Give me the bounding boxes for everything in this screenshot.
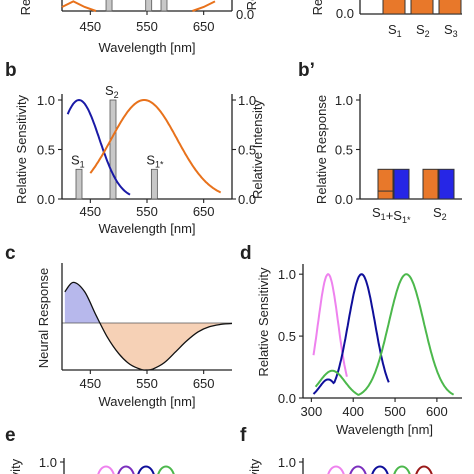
sensitivity-curve-blue <box>66 98 131 196</box>
y-axis-label: ivity <box>8 458 23 474</box>
orange-response-bar <box>377 168 394 200</box>
panel-letter-b-prime: b’ <box>298 60 315 81</box>
orange-response-bar <box>422 168 439 200</box>
y-axis-label-right: Re <box>244 0 259 10</box>
y-tick-label: 1.0 <box>335 93 353 108</box>
y-axis-label: ivity <box>247 458 262 474</box>
y-tick-label-right: 0.0 <box>238 192 256 207</box>
sensitivity-curve-purple <box>349 465 367 474</box>
panel-b: b 0.0 0.0 0.5 0.5 1.0 1.0 450 550 650 Wavelength [… <box>5 60 265 236</box>
stimulus-label: S2 <box>105 83 119 100</box>
y-tick-label: 1.0 <box>278 455 296 470</box>
sensitivity-curve-dark_red <box>415 465 433 474</box>
x-tick-label: 450 <box>79 376 101 391</box>
stimulus-label: S1 <box>71 152 85 169</box>
group-label: S1+S1* <box>372 205 411 225</box>
y-axis-label: Relative Sensitivity <box>256 267 271 377</box>
panel-a-prime: 0.0 Rela S1 S2 S3 <box>310 0 462 39</box>
panel-f: f 1.0 ivity <box>240 425 433 474</box>
y-tick-label: 0.5 <box>335 143 353 158</box>
panel-a: 450 550 650 Wavelength [nm] Rela Re0.0 <box>18 0 259 55</box>
panel-b-prime: b’ 0.0 0.5 1.0 Relative Response S1+S1* S2 <box>298 60 462 225</box>
stimulus-bar <box>105 0 113 12</box>
y-tick-label: 0.0 <box>335 192 353 207</box>
x-tick-label: 450 <box>79 19 101 34</box>
sensitivity-curve-orange <box>89 99 222 194</box>
y-tick-label-right: 1.0 <box>238 93 256 108</box>
y-tick-label: 0.0 <box>278 391 296 406</box>
y-axis-label: Rela <box>310 0 325 15</box>
stimulus-bar <box>109 99 117 200</box>
sensitivity-curve-navy <box>137 465 155 474</box>
y-tick-label: 0.0 <box>336 6 354 21</box>
y-axis-label-left: Rela <box>18 0 33 15</box>
panel-c: c 450 550 650 Wavelength [nm] Neural Response <box>5 243 233 409</box>
stimulus-bar <box>160 0 168 12</box>
blue-response-bar <box>393 168 410 200</box>
y-tick-label: 1.0 <box>278 267 296 282</box>
x-tick-label: 650 <box>193 376 215 391</box>
y-tick-label-left: 0.0 <box>37 192 55 207</box>
x-tick-label: 450 <box>79 204 101 219</box>
y-axis-label-left: Relative Sensitivity <box>14 94 29 204</box>
y-axis-label-right: Relative Intensity <box>250 100 265 199</box>
x-axis-label: Wavelength [nm] <box>336 422 433 437</box>
y-axis-label: Neural Response <box>36 268 51 368</box>
y-tick-label-right: 0.5 <box>238 143 256 158</box>
x-tick-label: 500 <box>384 404 406 419</box>
x-tick-label: 550 <box>136 19 158 34</box>
sensitivity-curve <box>192 0 216 12</box>
panel-letter-d: d <box>240 243 252 264</box>
group-label: S2 <box>433 205 447 222</box>
category-label: S3 <box>444 22 458 39</box>
blue-response-bar <box>438 168 455 200</box>
sensitivity-curve-pink <box>327 465 345 474</box>
sensitivity-curve <box>61 0 97 12</box>
response-bar <box>382 0 406 15</box>
panel-d: d 0.0 0.5 1.0 300 400 500 600 Wavelength [nm] Rel… <box>240 243 462 437</box>
stimulus-bar <box>150 168 158 200</box>
x-axis-label: Wavelength [nm] <box>98 394 195 409</box>
sensitivity-curve-green <box>393 465 411 474</box>
stimulus-bar <box>145 0 153 12</box>
sensitivity-curve-pink <box>312 273 348 377</box>
y-tick-label-left: 0.5 <box>37 143 55 158</box>
y-tick-label-left: 1.0 <box>37 93 55 108</box>
positive-area <box>64 282 100 323</box>
sensitivity-curve-navy <box>312 273 390 395</box>
x-axis-label: Wavelength [nm] <box>98 221 195 236</box>
response-bar <box>410 0 434 15</box>
sensitivity-curve-pink <box>97 465 115 474</box>
sensitivity-curve-green <box>157 465 175 474</box>
panel-letter-e: e <box>5 425 16 446</box>
sensitivity-curve-purple <box>117 465 135 474</box>
y-tick-label: 0.5 <box>278 329 296 344</box>
x-tick-label: 550 <box>136 376 158 391</box>
stimulus-bar <box>75 168 83 200</box>
response-bar <box>438 0 462 15</box>
negative-area <box>99 323 232 371</box>
y-tick-label-right: 0.0 <box>236 7 254 22</box>
panel-letter-c: c <box>5 243 16 264</box>
category-label: S2 <box>416 22 430 39</box>
x-axis-label: Wavelength [nm] <box>98 40 195 55</box>
category-label: S1 <box>388 22 402 39</box>
x-tick-label: 650 <box>193 204 215 219</box>
sensitivity-curve-green <box>314 273 455 396</box>
panel-e: e 1.0 ivity <box>5 425 175 474</box>
stimulus-label: S1* <box>146 152 164 169</box>
x-tick-label: 300 <box>301 404 323 419</box>
x-tick-label: 400 <box>342 404 364 419</box>
x-tick-label: 550 <box>136 204 158 219</box>
x-tick-label: 650 <box>193 19 215 34</box>
y-axis-label: Relative Response <box>314 95 329 204</box>
y-tick-label: 1.0 <box>39 455 57 470</box>
panel-letter-b: b <box>5 60 17 81</box>
x-tick-label: 600 <box>426 404 448 419</box>
sensitivity-curve-navy <box>371 465 389 474</box>
panel-letter-f: f <box>240 425 247 446</box>
